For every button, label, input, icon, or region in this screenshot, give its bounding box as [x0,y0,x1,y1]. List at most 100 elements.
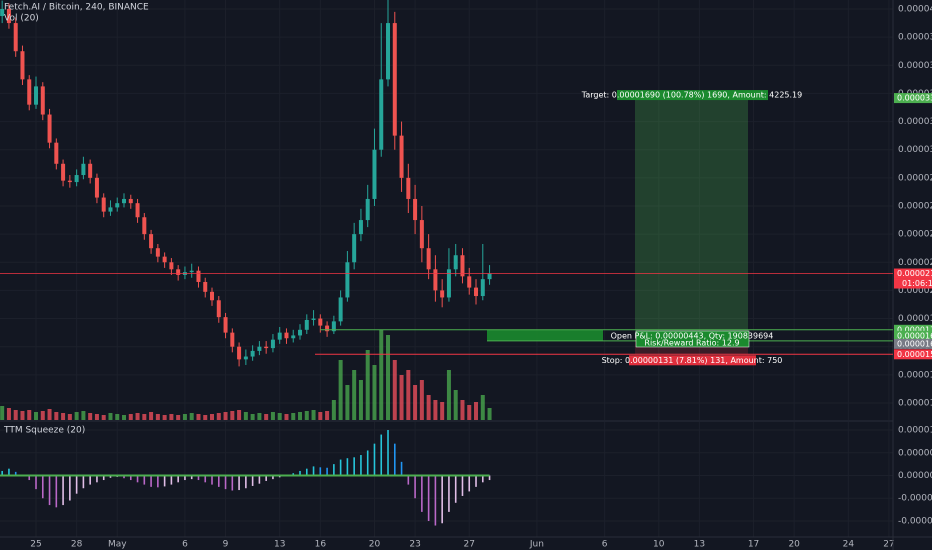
candle-body [216,300,221,318]
candle-body [162,256,167,263]
volume-bar [338,360,343,420]
volume-bar [440,402,445,420]
x-tick-label: 20 [788,540,800,550]
y-tick-label: 0.00001000 [898,426,932,436]
candle-body [467,276,472,288]
x-tick-label: 9 [223,540,229,550]
countdown-tag [894,278,932,289]
volume-bar [128,414,133,420]
y-tick-label: 0.00001200 [898,398,932,408]
volume-bar [433,400,438,420]
volume-bar [189,413,194,420]
candle-body [223,317,228,333]
candle-body [6,9,11,24]
volume-bar [176,415,181,420]
volume-bar [487,408,492,420]
volume-bar [325,411,330,420]
price-tag-label: 0.00002120 [897,269,932,278]
candle-body [196,270,201,282]
volume-bar [67,414,72,420]
price-tag-label: 0.00001720 [897,325,932,334]
y-tick-label: -0.00000500 [898,494,932,504]
candle-body [243,356,248,360]
volume-bar [54,412,59,420]
ratio-label: Risk/Reward Ratio: 12.9 [644,339,739,348]
volume-bar [94,414,99,420]
volume-bar [149,412,154,420]
y-tick-label: 0.00000500 [898,448,932,458]
x-tick-label: 24 [843,540,855,550]
x-tick-label: 20 [369,540,381,550]
volume-bar [210,414,215,420]
volume-bar [27,410,32,420]
volume-bar [47,409,52,420]
y-tick-label: 0.00003800 [898,33,932,43]
candle-body [250,350,255,357]
price-tag [894,324,932,335]
candle-body [81,163,86,176]
volume-bar [135,413,140,420]
x-tick-label: 13 [694,540,705,550]
candle-body [379,79,384,150]
volume-bar [237,410,242,420]
candle-body [318,318,323,326]
range-box [487,329,603,341]
x-tick-label: May [108,540,127,550]
stop-box [629,355,756,366]
target-label: Target: 0.00001690 (100.78%) 1690, Amoun… [581,91,802,100]
candle-body [264,346,269,349]
x-tick-label: 25 [30,540,41,550]
candle-body [331,321,336,332]
volume-bar [196,414,201,420]
target-box [617,90,768,101]
volume-bar [122,415,127,420]
volume-bar [474,402,479,420]
candle-body [311,318,316,320]
candle-body [352,234,357,263]
volume-bar [61,413,66,420]
candle-body [61,163,66,181]
candle-body [325,325,330,332]
pnl-box [635,330,750,348]
x-tick-label: 13 [274,540,285,550]
volume-bar [446,370,451,420]
candle-body [257,346,262,351]
volume-bar [467,405,472,420]
volume-bar [162,415,167,420]
candle-body [101,197,106,212]
candle-body [358,220,363,235]
y-tick-label: -0.00001000 [898,516,932,526]
volume-bar [155,414,160,420]
overlay: 0.00003367 0.00002120 0.000017200.00001677… [0,90,932,366]
price-tag-label: 0.00001677 [897,331,932,340]
volume-bar [34,412,39,420]
y-tick-label: 0.00003000 [898,145,932,155]
volume-bar [101,415,106,420]
volume-bar [74,412,79,420]
candle-body [413,198,418,221]
price-tag [894,330,932,341]
x-tick-label: 6 [182,540,188,550]
y-tick-label: 0.00001800 [898,314,932,324]
y-tick-label: 0.00002200 [898,258,932,268]
volume-bar [291,413,296,420]
volume-bar [264,414,269,420]
candle-body [440,290,445,298]
candle-body [399,135,404,178]
volume-bar [277,413,282,420]
pnl-label: Open P&L: 0.00000443, Qty: 190839694 [611,332,774,341]
price-tag-label: 0.00001546 [897,350,932,359]
volume-bar [419,380,424,420]
x-tick-label: 17 [748,540,759,550]
y-tick-label: 0.00002600 [898,201,932,211]
x-tick-label: 6 [602,540,608,550]
y-tick-label: 0.00003200 [898,117,932,127]
y-tick-label: 0.00002000 [898,286,932,296]
volume-bar [426,395,431,420]
volume-bar [345,385,350,420]
candle-body [67,180,72,183]
x-tick-label: 16 [315,540,327,550]
candle-body [487,273,492,280]
candle-body [474,287,479,297]
